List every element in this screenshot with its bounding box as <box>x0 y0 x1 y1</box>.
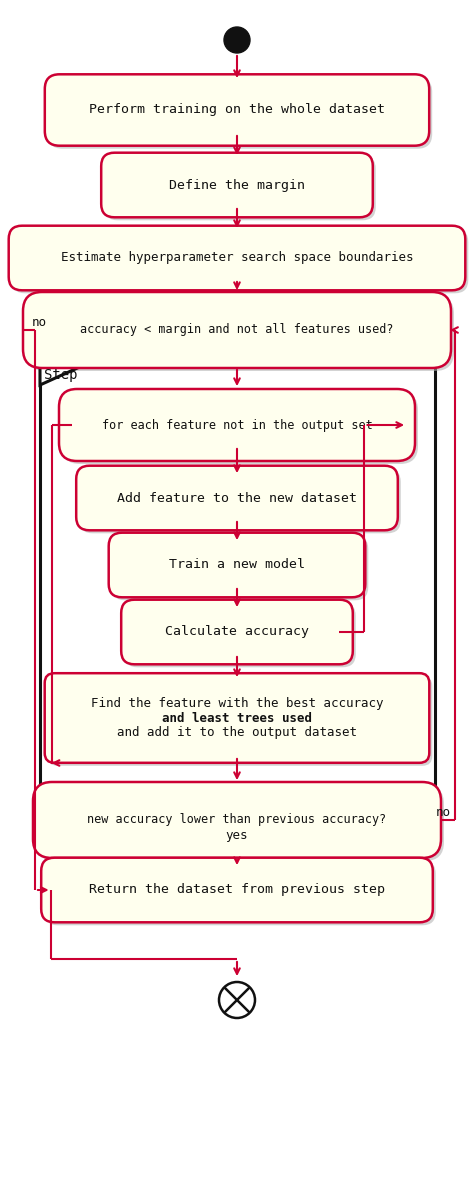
Text: Perform training on the whole dataset: Perform training on the whole dataset <box>89 104 385 117</box>
Text: new accuracy lower than previous accuracy?: new accuracy lower than previous accurac… <box>87 814 387 827</box>
FancyBboxPatch shape <box>26 294 454 371</box>
FancyBboxPatch shape <box>45 673 429 763</box>
Text: Estimate hyperparameter search space boundaries: Estimate hyperparameter search space bou… <box>61 251 413 265</box>
FancyBboxPatch shape <box>36 785 444 861</box>
Text: and least trees used: and least trees used <box>162 712 312 724</box>
Circle shape <box>224 27 250 53</box>
FancyBboxPatch shape <box>109 532 365 597</box>
FancyBboxPatch shape <box>44 861 436 925</box>
FancyBboxPatch shape <box>48 78 432 148</box>
FancyBboxPatch shape <box>101 153 373 217</box>
FancyBboxPatch shape <box>48 676 432 766</box>
Text: and add it to the output dataset: and add it to the output dataset <box>117 726 357 740</box>
FancyBboxPatch shape <box>62 392 418 464</box>
FancyBboxPatch shape <box>112 536 368 601</box>
Bar <box>40 365 435 795</box>
FancyBboxPatch shape <box>79 469 401 534</box>
Text: Find the feature with the best accuracy: Find the feature with the best accuracy <box>91 696 383 710</box>
FancyBboxPatch shape <box>9 226 465 290</box>
Text: no: no <box>32 316 47 329</box>
FancyBboxPatch shape <box>76 465 398 530</box>
Text: no: no <box>436 806 451 819</box>
Text: Define the margin: Define the margin <box>169 179 305 192</box>
Text: accuracy < margin and not all features used?: accuracy < margin and not all features u… <box>80 324 394 337</box>
Text: for each feature not in the output set: for each feature not in the output set <box>101 418 373 431</box>
Circle shape <box>219 982 255 1018</box>
FancyBboxPatch shape <box>121 600 353 664</box>
FancyBboxPatch shape <box>41 858 433 922</box>
FancyBboxPatch shape <box>12 229 468 293</box>
FancyBboxPatch shape <box>33 782 441 858</box>
FancyBboxPatch shape <box>59 389 415 461</box>
Text: Add feature to the new dataset: Add feature to the new dataset <box>117 491 357 504</box>
FancyBboxPatch shape <box>124 603 356 667</box>
Text: Return the dataset from previous step: Return the dataset from previous step <box>89 884 385 896</box>
Polygon shape <box>40 365 84 385</box>
Text: Calculate accuracy: Calculate accuracy <box>165 626 309 638</box>
FancyBboxPatch shape <box>23 292 451 368</box>
Text: Step: Step <box>44 368 78 382</box>
Text: yes: yes <box>226 828 248 841</box>
Text: Train a new model: Train a new model <box>169 558 305 571</box>
FancyBboxPatch shape <box>45 74 429 146</box>
FancyBboxPatch shape <box>104 155 376 220</box>
